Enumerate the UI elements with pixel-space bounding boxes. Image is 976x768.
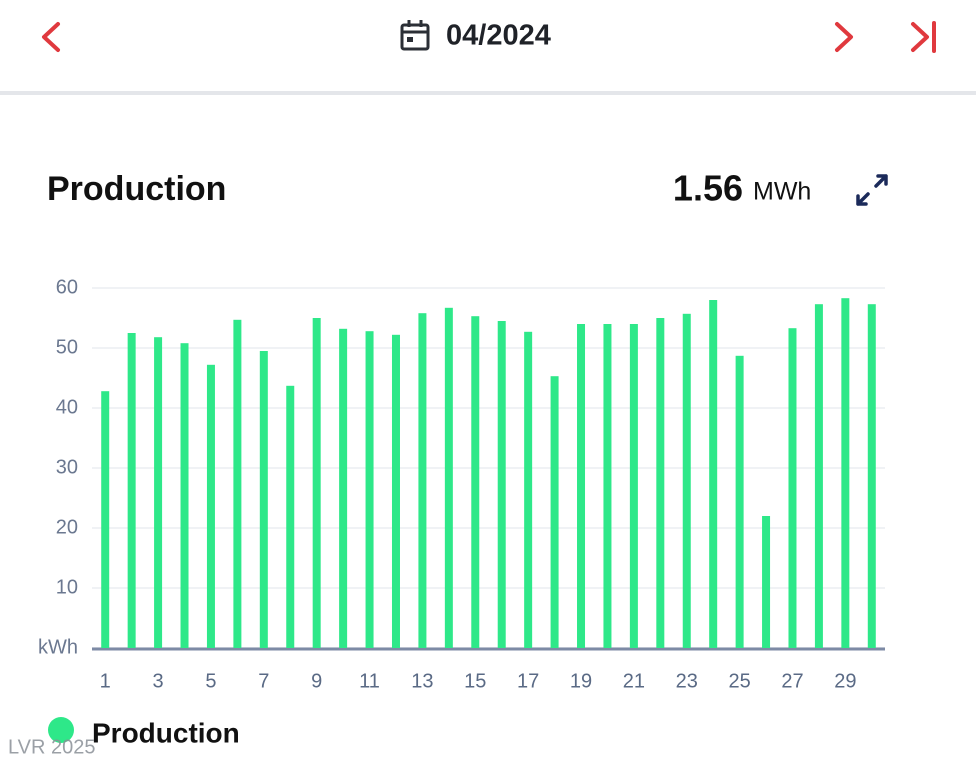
bar bbox=[286, 385, 295, 648]
month-label[interactable]: 04/2024 bbox=[446, 20, 551, 52]
x-tick-label: 29 bbox=[834, 670, 856, 692]
x-tick-label: 25 bbox=[728, 670, 750, 692]
y-tick-label: 20 bbox=[56, 516, 78, 538]
expand-button[interactable] bbox=[856, 174, 888, 206]
bar bbox=[814, 304, 823, 648]
y-tick-label: 60 bbox=[56, 276, 78, 298]
x-tick-label: 17 bbox=[517, 670, 539, 692]
header-bar bbox=[0, 0, 976, 91]
bar bbox=[418, 313, 427, 648]
bar bbox=[101, 391, 110, 648]
bar bbox=[656, 318, 665, 648]
prev-month-button[interactable] bbox=[42, 22, 60, 52]
bar bbox=[471, 316, 480, 648]
x-tick-label: 21 bbox=[623, 670, 645, 692]
bar bbox=[180, 343, 189, 648]
next-month-button[interactable] bbox=[835, 22, 853, 52]
card-title: Production bbox=[47, 170, 226, 208]
x-tick-label: 23 bbox=[676, 670, 698, 692]
bar bbox=[788, 328, 797, 648]
bar bbox=[444, 307, 453, 648]
legend-label: Production bbox=[92, 717, 240, 748]
x-tick-label: 11 bbox=[359, 670, 380, 692]
legend-marker bbox=[48, 717, 74, 743]
bar bbox=[762, 516, 771, 648]
x-tick-label: 27 bbox=[781, 670, 803, 692]
bar bbox=[312, 318, 321, 648]
y-tick-label: 10 bbox=[56, 576, 78, 598]
last-month-button[interactable] bbox=[911, 21, 936, 53]
bar bbox=[154, 337, 163, 648]
bar bbox=[629, 324, 638, 648]
bar bbox=[259, 351, 268, 648]
bar bbox=[709, 300, 718, 648]
calendar-icon bbox=[400, 20, 430, 51]
x-tick-label: 3 bbox=[153, 670, 164, 692]
bar bbox=[867, 304, 876, 648]
bar bbox=[550, 376, 559, 648]
x-tick-label: 19 bbox=[570, 670, 592, 692]
x-tick-label: 9 bbox=[311, 670, 322, 692]
bar bbox=[577, 324, 586, 648]
bar bbox=[603, 324, 612, 648]
bar bbox=[339, 328, 348, 648]
bar bbox=[735, 355, 744, 648]
bar bbox=[391, 334, 400, 648]
bar bbox=[497, 321, 506, 648]
total-value: 1.56 bbox=[673, 168, 743, 209]
x-tick-label: 13 bbox=[411, 670, 433, 692]
bar bbox=[682, 313, 691, 648]
bar bbox=[365, 331, 374, 648]
bar bbox=[524, 331, 533, 648]
y-tick-label: 40 bbox=[56, 396, 78, 418]
bar bbox=[127, 333, 136, 648]
watermark: LVR 2025 bbox=[8, 736, 95, 758]
x-tick-label: 5 bbox=[205, 670, 216, 692]
y-tick-label: 30 bbox=[56, 456, 78, 478]
x-tick-label: 15 bbox=[464, 670, 486, 692]
x-tick-label: 7 bbox=[258, 670, 269, 692]
y-tick-label: kWh bbox=[38, 636, 78, 658]
header-divider bbox=[0, 91, 976, 95]
total-unit: MWh bbox=[753, 178, 811, 206]
y-tick-label: 50 bbox=[56, 336, 78, 358]
bar bbox=[233, 319, 242, 648]
bar bbox=[206, 364, 215, 648]
x-tick-label: 1 bbox=[100, 670, 111, 692]
bar bbox=[841, 298, 850, 648]
